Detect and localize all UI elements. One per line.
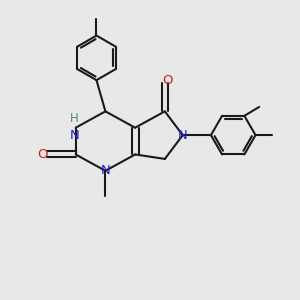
- Text: N: N: [178, 129, 188, 142]
- Text: N: N: [69, 129, 79, 142]
- Text: H: H: [70, 112, 79, 125]
- Text: O: O: [38, 148, 48, 161]
- Text: O: O: [163, 74, 173, 87]
- Text: N: N: [100, 164, 110, 177]
